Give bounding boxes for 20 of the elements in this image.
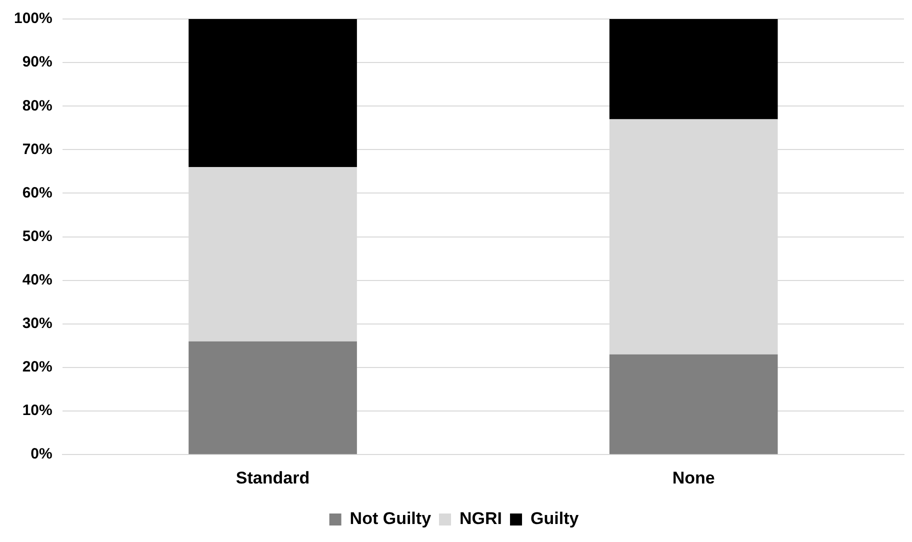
legend-label: NGRI — [460, 509, 502, 528]
y-tick-label: 40% — [22, 272, 52, 288]
bar — [188, 341, 357, 454]
bar — [188, 19, 357, 168]
y-tick-label: 80% — [22, 97, 52, 114]
y-tick-label: 0% — [30, 446, 52, 463]
y-tick-label: 20% — [22, 358, 52, 376]
bar — [609, 354, 778, 454]
y-tick-label: 10% — [22, 402, 52, 420]
y-tick-label: 30% — [22, 315, 52, 332]
y-tick-label: 100% — [14, 10, 52, 28]
y-tick-label: 70% — [22, 140, 52, 158]
bar — [609, 19, 778, 120]
x-tick-label: None — [672, 468, 715, 488]
legend-label: Guilty — [530, 509, 580, 528]
y-tick-label: 60% — [22, 184, 52, 202]
y-tick-label: 90% — [22, 54, 52, 71]
y-tick-label: 50% — [22, 228, 52, 245]
x-tick-label: Standard — [236, 468, 310, 488]
legend-label: Not Guilty — [350, 509, 432, 528]
